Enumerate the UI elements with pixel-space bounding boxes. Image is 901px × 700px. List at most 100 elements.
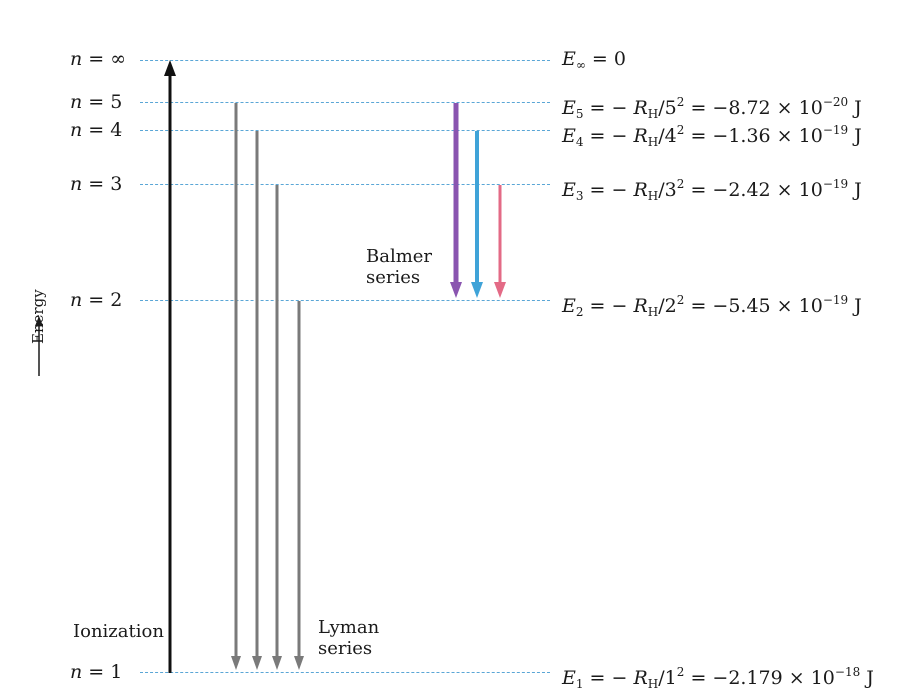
energy-label-infinity: E∞ = 0: [562, 49, 626, 75]
energy-unit: J: [848, 97, 862, 119]
energy-symbol: E: [562, 97, 576, 119]
energy-exponent: −19: [822, 293, 849, 307]
n-label-4: n = 4: [70, 120, 126, 140]
energy-divisor: /2: [658, 295, 677, 317]
lyman-arrowhead-2: [294, 656, 304, 670]
level-line-n4: [140, 130, 550, 131]
energy-value: = −8.72 × 10: [684, 97, 823, 119]
energy-unit: J: [848, 295, 862, 317]
balmer-arrowhead-4: [471, 282, 483, 298]
energy-symbol: E: [562, 295, 576, 317]
n-label-3: n = 3: [70, 174, 126, 194]
energy-equals: = −: [583, 295, 634, 317]
energy-divisor: /3: [658, 179, 677, 201]
n-label-text: n =: [70, 289, 111, 311]
balmer-arrowhead-3: [494, 282, 506, 298]
rydberg-symbol: R: [633, 125, 648, 147]
energy-subscript: 1: [575, 677, 584, 691]
energy-axis: Energy: [16, 289, 62, 440]
energy-label-n2: E2 = − RH/22 = −5.45 × 10−19 J: [562, 290, 862, 322]
energy-label-n1: E1 = − RH/12 = −2.179 × 10−18 J: [562, 662, 874, 694]
energy-exponent: −18: [834, 665, 861, 679]
rydberg-symbol: R: [633, 667, 648, 689]
n-label-value: ∞: [110, 48, 127, 70]
energy-value: = −2.42 × 10: [684, 179, 823, 201]
energy-label-n3: E3 = − RH/32 = −2.42 × 10−19 J: [562, 174, 862, 206]
ionization-label: Ionization: [73, 621, 164, 642]
n-label-text: n =: [70, 48, 111, 70]
divisor-exponent: 2: [676, 123, 685, 137]
energy-subscript: 5: [575, 107, 584, 121]
energy-divisor: /4: [658, 125, 677, 147]
n-label-1: n = 1: [70, 662, 126, 682]
energy-divisor: /1: [658, 667, 677, 689]
energy-subscript: 3: [575, 189, 584, 203]
divisor-exponent: 2: [676, 177, 685, 191]
n-label-text: n =: [70, 173, 111, 195]
energy-value: = −5.45 × 10: [684, 295, 823, 317]
energy-subscript: ∞: [575, 58, 586, 72]
energy-equals: = −: [583, 125, 634, 147]
n-label-value: 2: [110, 289, 123, 311]
n-label-infinity: n = ∞: [70, 49, 126, 69]
energy-label-n4: E4 = − RH/42 = −1.36 × 10−19 J: [562, 120, 862, 152]
energy-equals: = −: [583, 667, 634, 689]
energy-symbol: E: [562, 667, 576, 689]
level-line-infinity: [140, 60, 550, 61]
lyman-label-line2: series: [318, 638, 373, 659]
balmer-series-label: Balmer series: [366, 246, 432, 288]
energy-value: = −1.36 × 10: [684, 125, 823, 147]
rydberg-symbol: R: [633, 179, 648, 201]
rydberg-subscript: H: [647, 135, 659, 149]
n-label-value: 3: [110, 173, 123, 195]
lyman-arrowhead-5: [231, 656, 241, 670]
level-line-n1: [140, 672, 550, 673]
divisor-exponent: 2: [676, 665, 685, 679]
energy-equals: = −: [583, 179, 634, 201]
divisor-exponent: 2: [676, 95, 685, 109]
energy-symbol: E: [562, 48, 576, 70]
energy-symbol: E: [562, 125, 576, 147]
n-label-text: n =: [70, 119, 111, 141]
energy-value: = 0: [585, 48, 626, 70]
n-label-2: n = 2: [70, 290, 126, 310]
lyman-arrowhead-3: [272, 656, 282, 670]
energy-symbol: E: [562, 179, 576, 201]
n-label-value: 4: [110, 119, 123, 141]
n-label-text: n =: [70, 661, 111, 683]
energy-unit: J: [860, 667, 874, 689]
rydberg-symbol: R: [633, 97, 648, 119]
n-label-value: 1: [110, 661, 123, 683]
n-label-value: 5: [110, 91, 123, 113]
energy-unit: J: [848, 125, 862, 147]
level-line-n5: [140, 102, 550, 103]
balmer-arrowhead-5: [450, 282, 462, 298]
n-label-5: n = 5: [70, 92, 126, 112]
rydberg-subscript: H: [647, 305, 659, 319]
energy-divisor: /5: [658, 97, 677, 119]
rydberg-subscript: H: [647, 189, 659, 203]
rydberg-symbol: R: [633, 295, 648, 317]
lyman-label-line1: Lyman: [318, 617, 380, 638]
balmer-label-line2: series: [366, 267, 421, 288]
level-line-n3: [140, 184, 550, 185]
energy-label-n5: E5 = − RH/52 = −8.72 × 10−20 J: [562, 92, 862, 124]
ionization-arrowhead: [164, 60, 176, 76]
rydberg-subscript: H: [647, 107, 659, 121]
energy-value: = −2.179 × 10: [684, 667, 835, 689]
energy-exponent: −19: [822, 177, 849, 191]
balmer-label-line1: Balmer: [366, 246, 433, 267]
level-line-n2: [140, 300, 550, 301]
energy-exponent: −19: [822, 123, 849, 137]
energy-equals: = −: [583, 97, 634, 119]
energy-unit: J: [848, 179, 862, 201]
energy-subscript: 4: [575, 135, 584, 149]
energy-subscript: 2: [575, 305, 584, 319]
energy-exponent: −20: [822, 95, 849, 109]
divisor-exponent: 2: [676, 293, 685, 307]
rydberg-subscript: H: [647, 677, 659, 691]
lyman-series-label: Lyman series: [318, 617, 379, 659]
energy-axis-arrow-icon: [35, 316, 43, 376]
n-label-text: n =: [70, 91, 111, 113]
